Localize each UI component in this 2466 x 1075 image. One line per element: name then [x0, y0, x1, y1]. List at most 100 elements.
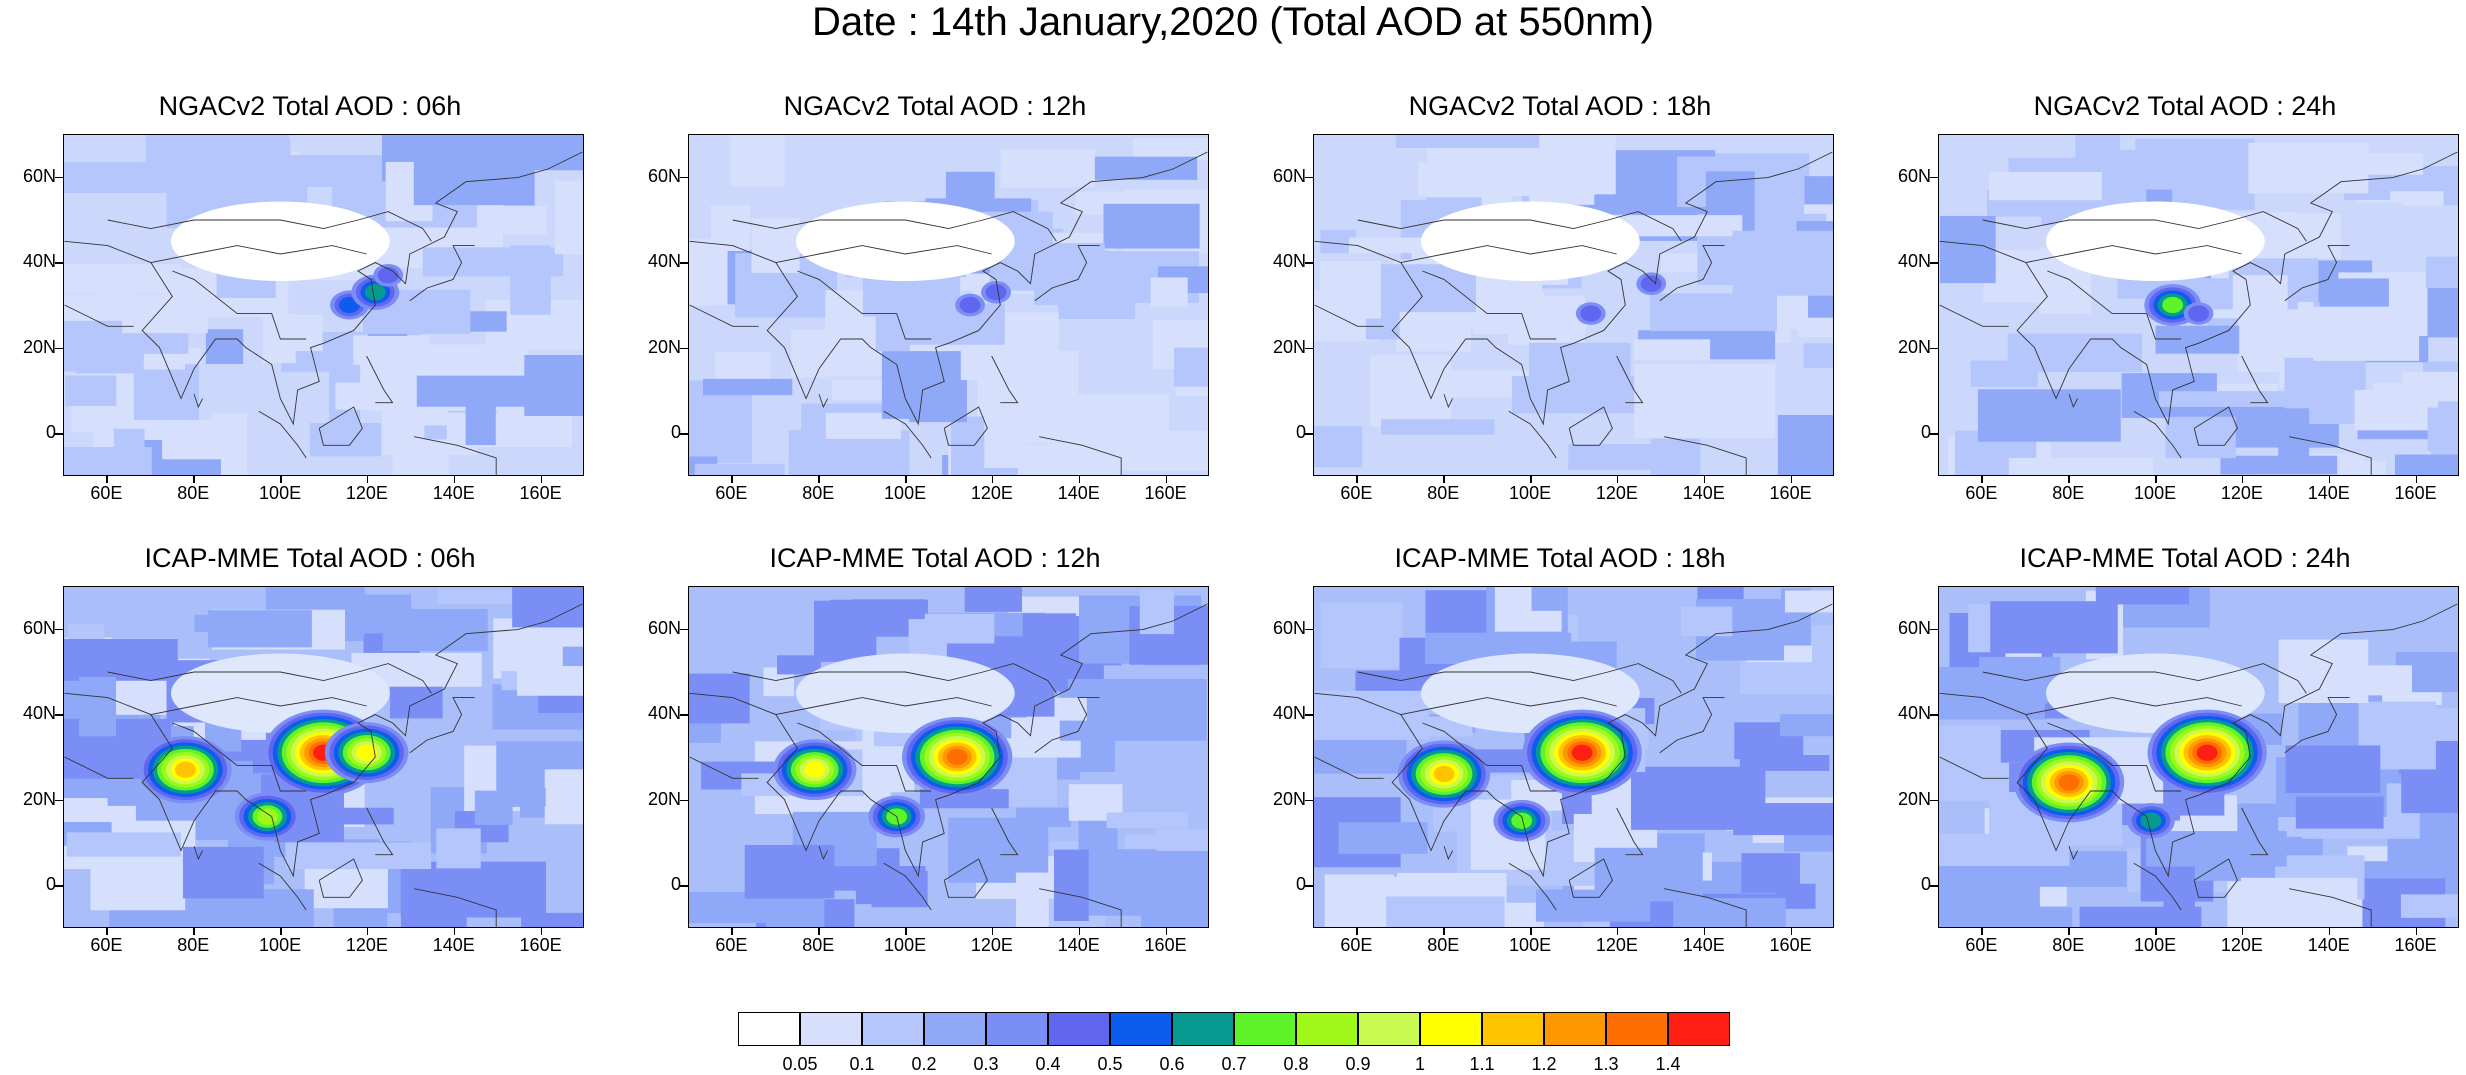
- lon-tick: [366, 928, 369, 935]
- lon-label: 80E: [802, 483, 835, 503]
- coastline: [1508, 410, 1557, 459]
- lon-tick: [905, 476, 907, 483]
- coastline: [775, 697, 992, 715]
- coastline: [1443, 846, 1454, 861]
- aod-patch: [744, 844, 835, 899]
- lon-tick: [453, 476, 456, 483]
- lat-label: 20N: [1897, 788, 1931, 809]
- aod-patch: [990, 250, 1112, 291]
- aod-patch: [436, 828, 481, 869]
- coastline: [689, 151, 1208, 426]
- coastline: [732, 663, 1057, 694]
- lon-tick: [991, 928, 994, 935]
- lat-tick: [680, 433, 688, 435]
- aod-field: [689, 135, 1208, 475]
- lon-tick: [1530, 928, 1532, 935]
- lat-label: 20N: [1272, 336, 1306, 357]
- coastline: [64, 304, 134, 327]
- aod-patch: [1529, 174, 1595, 205]
- lon-tick: [193, 928, 195, 935]
- lon-label: 60E: [1340, 483, 1373, 503]
- coastline: [150, 245, 367, 263]
- lon-tick: [2068, 476, 2070, 483]
- aod-field: [689, 587, 1208, 927]
- coastline: [150, 697, 367, 715]
- coastline: [1568, 858, 1613, 898]
- aod-patch: [1319, 261, 1381, 319]
- lat-tick: [1305, 799, 1313, 802]
- lon-label: 140E: [1682, 483, 1725, 503]
- lon-tick: [1616, 476, 1619, 483]
- aod-patch: [2079, 906, 2202, 927]
- lon-tick: [905, 928, 907, 935]
- colorbar-swatch: [1234, 1012, 1296, 1046]
- aod-patch: [2155, 325, 2240, 354]
- lon-tick: [1616, 928, 1619, 935]
- lon-label: 160E: [2394, 935, 2437, 955]
- aod-hotspot: [1571, 744, 1593, 761]
- coastline: [1982, 663, 2307, 694]
- aod-patch: [2095, 587, 2190, 605]
- lat-tick: [55, 885, 63, 887]
- lon-tick: [991, 476, 994, 483]
- map-panel: ICAP-MME Total AOD : 18h 60N 40N 20N 0 60E 80E…: [1250, 540, 1870, 960]
- aod-hotspot: [946, 748, 968, 766]
- coastline: [943, 406, 988, 446]
- aod-map: [688, 134, 1209, 476]
- aod-patch: [710, 205, 750, 252]
- coastline: [1508, 862, 1557, 911]
- aod-patch: [382, 608, 488, 652]
- coastline: [1939, 756, 2009, 779]
- coastline: [818, 846, 829, 861]
- lon-label: 160E: [1144, 483, 1187, 503]
- aod-patch: [689, 673, 750, 724]
- lat-tick: [1930, 885, 1938, 887]
- panel-title: NGACv2 Total AOD : 24h: [2033, 91, 2337, 121]
- aod-patch: [1000, 149, 1095, 188]
- colorbar-label: 1.1: [1469, 1054, 1495, 1074]
- coastline: [64, 151, 583, 426]
- aod-patch: [515, 787, 546, 807]
- aod-patch: [702, 378, 793, 396]
- aod-patch: [1650, 438, 1701, 475]
- coastline: [172, 722, 307, 792]
- aod-patch: [1314, 426, 1363, 468]
- lon-tick: [1356, 928, 1358, 935]
- colorbar-swatch: [1606, 1012, 1668, 1046]
- lon-label: 60E: [1340, 935, 1373, 955]
- aod-patch: [1741, 853, 1800, 893]
- aod-patch: [182, 846, 264, 899]
- lat-label: 20N: [22, 336, 56, 357]
- lat-tick: [680, 176, 688, 179]
- coastline: [775, 245, 992, 263]
- coastline: [689, 756, 759, 779]
- aod-patch: [527, 600, 583, 628]
- coastline: [1422, 722, 1557, 792]
- coastline: [1039, 436, 1122, 475]
- aod-hotspot: [1580, 305, 1602, 322]
- aod-patch: [1062, 156, 1198, 180]
- coastline: [689, 603, 1208, 878]
- aod-hotspot: [985, 284, 1007, 301]
- lat-label: 40N: [22, 703, 56, 724]
- aod-patch: [1939, 725, 2001, 783]
- colorbar-label: 0.1: [849, 1054, 875, 1074]
- aod-map: [1938, 134, 2459, 476]
- aod-hotspot: [1640, 275, 1662, 292]
- panel-title: ICAP-MME Total AOD : 24h: [2019, 543, 2351, 573]
- lat-label: 40N: [22, 251, 56, 272]
- lat-label: 60N: [1897, 165, 1931, 186]
- lat-tick: [680, 799, 688, 802]
- coastline: [193, 846, 204, 861]
- lon-label: 60E: [1965, 935, 1998, 955]
- lat-label: 0: [45, 874, 56, 895]
- colorbar-label: 0.3: [973, 1054, 999, 1074]
- aod-patch: [65, 375, 117, 406]
- coastline: [107, 663, 432, 694]
- coastline: [2047, 722, 2182, 792]
- coastline: [1400, 245, 1617, 263]
- map-panel: NGACv2 Total AOD : 18h 60N 40N 20N 0 60E 80E 10…: [1250, 88, 1870, 508]
- lon-tick: [1165, 476, 1168, 483]
- aod-patch: [392, 445, 449, 475]
- lon-tick: [731, 476, 733, 483]
